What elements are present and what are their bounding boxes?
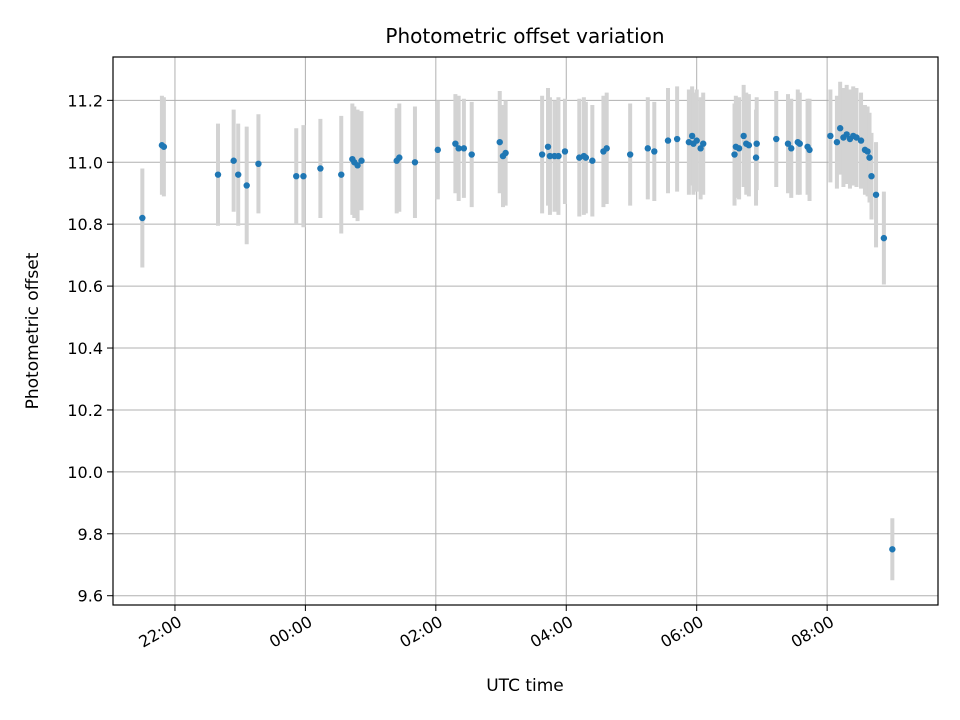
data-point (496, 138, 503, 146)
data-point (214, 171, 222, 178)
data-point (555, 152, 562, 160)
y-axis-ticks: 9.6 9.8 10.0 10.2 10.4 10.6 10.8 11.0 11.2 (67, 91, 113, 606)
data-point (866, 154, 873, 161)
x-tick-label: 08:00 (788, 612, 837, 652)
data-point (864, 148, 871, 155)
data-point (806, 146, 813, 154)
data-point (452, 140, 459, 147)
y-tick-label: 10.8 (67, 215, 103, 234)
data-point (688, 132, 696, 140)
data-point (338, 171, 345, 178)
data-point (773, 135, 780, 143)
data-point (354, 162, 361, 169)
y-tick-label: 10.2 (67, 401, 103, 420)
data-point (626, 151, 634, 158)
error-bars (140, 81, 895, 581)
data-point (317, 165, 324, 172)
data-point (546, 152, 554, 160)
data-point (544, 143, 552, 150)
data-point (788, 145, 795, 152)
x-tick-label: 04:00 (527, 612, 576, 652)
data-point (300, 172, 307, 180)
data-point (752, 154, 760, 161)
data-point (230, 157, 237, 164)
data-point (843, 131, 850, 138)
data-point (753, 140, 760, 147)
data-point (857, 137, 865, 144)
data-point (880, 234, 888, 242)
data-point (502, 149, 509, 157)
chart-title: Photometric offset variation (385, 24, 664, 48)
data-point (434, 146, 441, 154)
x-tick-label: 02:00 (396, 612, 445, 652)
data-point (868, 172, 875, 180)
data-point (603, 145, 610, 152)
data-point (589, 157, 596, 164)
x-axis-label: UTC time (486, 676, 564, 696)
data-point (664, 137, 672, 144)
data-point (796, 140, 803, 147)
data-point (396, 154, 403, 161)
data-point (735, 145, 743, 152)
x-tick-label: 22:00 (136, 612, 185, 652)
data-point (784, 140, 792, 147)
data-point (833, 138, 841, 146)
data-point (673, 135, 681, 143)
x-axis-ticks: 22:00 00:00 02:00 04:00 06:00 08:00 (136, 605, 837, 652)
y-tick-label: 10.6 (67, 277, 103, 296)
data-point (644, 145, 651, 152)
data-point (235, 171, 242, 178)
x-tick-label: 06:00 (657, 612, 706, 652)
y-tick-label: 10.0 (67, 463, 103, 482)
data-point (243, 182, 250, 189)
data-points (139, 125, 896, 553)
data-point (651, 148, 658, 155)
data-point (731, 151, 738, 158)
plot-frame (112, 56, 939, 606)
data-point (827, 132, 834, 140)
data-point (468, 151, 475, 158)
data-point (582, 154, 590, 161)
data-point (872, 191, 880, 198)
data-point (693, 137, 700, 144)
data-point (700, 140, 707, 147)
data-point (836, 125, 844, 132)
data-point (460, 145, 468, 152)
data-point (139, 214, 146, 222)
data-point (455, 145, 462, 152)
data-point (745, 142, 753, 149)
data-point (160, 143, 168, 150)
data-point (358, 157, 365, 164)
data-point (740, 132, 747, 140)
y-tick-label: 9.6 (78, 587, 103, 606)
y-tick-label: 10.4 (67, 339, 103, 358)
data-point (293, 172, 300, 180)
y-tick-label: 9.8 (78, 525, 103, 544)
data-point (889, 546, 896, 553)
data-point (561, 148, 569, 155)
y-axis-label: Photometric offset (23, 252, 43, 409)
data-point (411, 159, 419, 166)
y-tick-label: 11.0 (67, 153, 103, 172)
y-tick-label: 11.2 (67, 91, 103, 110)
x-tick-label: 00:00 (266, 612, 315, 652)
data-point (255, 160, 262, 168)
data-point (538, 151, 546, 158)
data-point (853, 134, 860, 141)
data-point (697, 145, 704, 152)
